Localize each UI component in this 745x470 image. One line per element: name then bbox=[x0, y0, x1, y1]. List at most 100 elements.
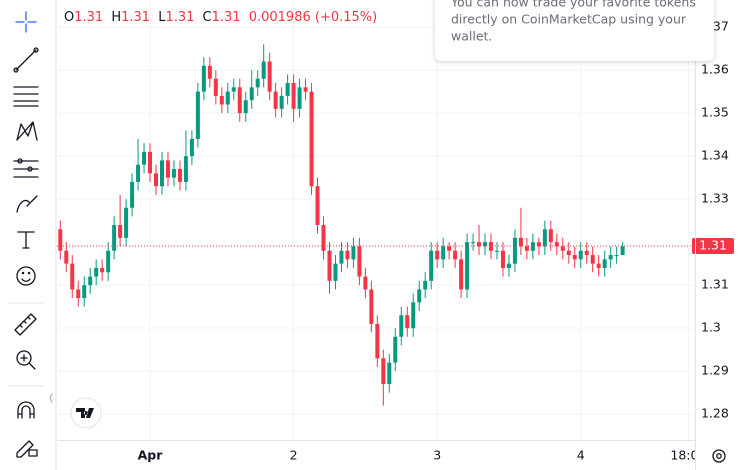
candle-body bbox=[548, 229, 553, 243]
candle-body bbox=[429, 250, 434, 281]
candle-body bbox=[363, 276, 368, 290]
candle-body bbox=[602, 259, 607, 268]
candle-body bbox=[494, 250, 499, 252]
candle-body bbox=[100, 267, 105, 273]
trendline-tool[interactable] bbox=[13, 47, 39, 73]
candle-body bbox=[387, 362, 392, 385]
candle-body bbox=[82, 285, 87, 299]
candle-body bbox=[345, 250, 350, 260]
candle-body bbox=[381, 358, 386, 385]
candle-body bbox=[124, 207, 129, 238]
toolbar bbox=[8, 11, 53, 458]
candle-body bbox=[435, 250, 440, 260]
candle-body bbox=[154, 173, 159, 187]
candle-body bbox=[393, 336, 398, 363]
crosshair-tool[interactable] bbox=[15, 11, 37, 33]
candle-body bbox=[148, 151, 153, 174]
x-tick-label: 4 bbox=[577, 448, 585, 463]
candle-body bbox=[243, 100, 248, 114]
candle-body bbox=[142, 151, 147, 165]
candle-body bbox=[530, 242, 535, 251]
y-tick-label: 1.36 bbox=[701, 62, 729, 77]
candle-body bbox=[441, 246, 446, 260]
candle-body bbox=[118, 224, 123, 238]
axis-corner bbox=[695, 440, 745, 470]
candle-body bbox=[489, 242, 494, 251]
candle-body bbox=[321, 224, 326, 251]
candle-body bbox=[165, 160, 170, 178]
magnet-tool[interactable] bbox=[17, 401, 35, 419]
candle-body bbox=[423, 280, 428, 290]
y-tick-label: 1.33 bbox=[701, 191, 729, 206]
candle-body bbox=[608, 255, 613, 260]
lock-draw-tool[interactable] bbox=[16, 440, 38, 458]
candle-body bbox=[159, 160, 164, 187]
candle-body bbox=[76, 289, 81, 299]
candle-body bbox=[405, 315, 410, 329]
candle-body bbox=[578, 250, 583, 260]
candle-body bbox=[237, 87, 242, 114]
legend-label: C bbox=[203, 10, 212, 25]
candle-body bbox=[465, 242, 470, 290]
candle-body bbox=[261, 61, 266, 79]
y-tick-label: 1.28 bbox=[701, 406, 729, 421]
candle-body bbox=[70, 263, 75, 290]
emoji-tool[interactable] bbox=[16, 266, 36, 286]
candle-body bbox=[213, 78, 218, 96]
x-tick-label: 2 bbox=[290, 448, 298, 463]
candle-body bbox=[333, 263, 338, 281]
candle-body bbox=[614, 255, 619, 257]
candle-body bbox=[249, 87, 254, 101]
candle-body bbox=[447, 246, 452, 251]
candle-body bbox=[225, 91, 230, 105]
candle-body bbox=[453, 250, 458, 260]
legend-label: H bbox=[111, 10, 121, 25]
collapse-toolbar[interactable] bbox=[49, 393, 53, 403]
settings-icon[interactable] bbox=[712, 449, 726, 463]
tradingview-logo[interactable] bbox=[70, 397, 102, 429]
candle-body bbox=[309, 91, 314, 187]
candle-body bbox=[219, 95, 224, 105]
ruler-tool[interactable] bbox=[14, 313, 37, 336]
candle-body bbox=[566, 250, 571, 256]
y-tick-label: 1.29 bbox=[701, 363, 729, 378]
candle-body bbox=[554, 242, 559, 247]
candle-body bbox=[327, 250, 332, 281]
notice-line: directly on CoinMarketCap using your bbox=[451, 12, 687, 27]
candle-body bbox=[524, 246, 529, 251]
candle-body bbox=[339, 250, 344, 264]
candle-body bbox=[459, 259, 464, 290]
brush-tool[interactable] bbox=[16, 195, 38, 213]
candle-body bbox=[471, 242, 476, 244]
candles bbox=[57, 44, 695, 406]
candle-body bbox=[58, 229, 63, 251]
candle-body bbox=[267, 61, 272, 92]
zoom-tool[interactable] bbox=[16, 350, 36, 370]
pattern-tool[interactable] bbox=[16, 121, 38, 141]
candle-body bbox=[417, 289, 422, 303]
fib-tool[interactable] bbox=[13, 86, 39, 107]
legend-value: 1.31 bbox=[212, 10, 241, 25]
candle-body bbox=[369, 289, 374, 324]
candle-body bbox=[201, 65, 206, 92]
candle-body bbox=[483, 242, 488, 247]
text-tool[interactable] bbox=[17, 231, 35, 249]
notice-line: wallet. bbox=[451, 29, 492, 44]
legend-value: 1.31 bbox=[165, 10, 194, 25]
notice-line: You can now trade your favorite tokens bbox=[450, 0, 696, 10]
candle-body bbox=[303, 87, 308, 92]
candle-body bbox=[231, 87, 236, 92]
candle-body bbox=[542, 229, 547, 247]
candle-body bbox=[183, 156, 188, 182]
notice-box bbox=[435, 0, 714, 61]
projection-tool[interactable] bbox=[13, 158, 39, 178]
legend-label: O bbox=[64, 10, 74, 25]
candle-body bbox=[315, 186, 320, 225]
candle-body bbox=[136, 164, 141, 182]
candle-body bbox=[375, 323, 380, 359]
candle-body bbox=[279, 95, 284, 109]
candle-body bbox=[64, 250, 69, 264]
candle-body bbox=[273, 91, 278, 109]
candle-body bbox=[189, 138, 194, 157]
